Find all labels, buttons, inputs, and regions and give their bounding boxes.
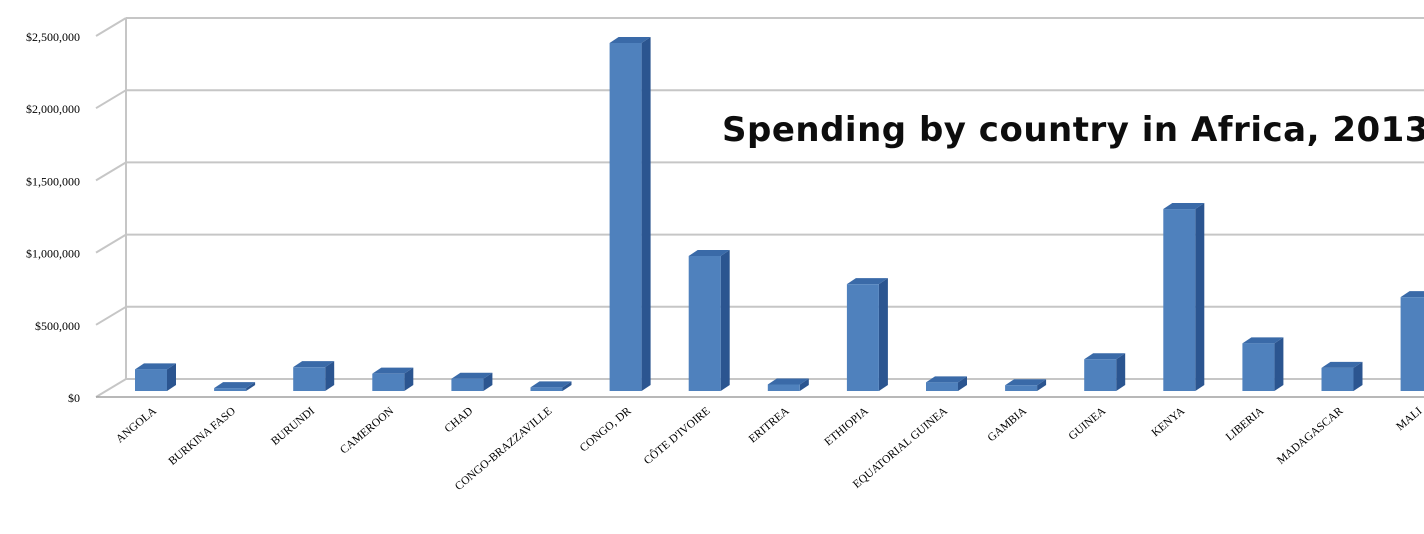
y-tick-label: $500,000 (35, 319, 80, 333)
bar (767, 384, 800, 391)
bar-side (958, 376, 967, 391)
bar-side (1195, 203, 1205, 391)
x-tick-label: ANGOLA (114, 405, 159, 446)
x-tick-label: ETHIOPIA (822, 405, 871, 449)
bar (609, 42, 642, 391)
bar (1005, 385, 1038, 391)
bar-side (1353, 361, 1363, 391)
bar-top (846, 278, 888, 285)
bar (1321, 367, 1354, 391)
bar (135, 369, 167, 391)
bar-top (767, 378, 809, 385)
bar (1400, 297, 1424, 391)
gridline-diagonal (95, 378, 127, 398)
bar-side (562, 381, 572, 391)
y-tick-label: $0 (68, 391, 80, 405)
bar-top (530, 381, 572, 388)
x-tick-label: CONGO, DR (578, 405, 634, 455)
x-tick-label: GAMBIA (986, 405, 1030, 445)
chart-title: Spending by country in Africa, 2013 (722, 110, 1424, 150)
bar-side (325, 361, 335, 391)
bar-top (451, 372, 493, 379)
bar-side (1116, 353, 1126, 391)
bar-top (688, 249, 730, 256)
bar-side (167, 363, 176, 391)
bar (1242, 343, 1275, 391)
bar-top (1163, 203, 1205, 210)
bar-top (293, 361, 335, 368)
bar-top (1400, 291, 1424, 298)
bar (530, 387, 563, 391)
bar-top (1242, 337, 1284, 344)
y-tick-label: $1,500,000 (26, 174, 80, 188)
y-tick-label: $2,000,000 (26, 102, 80, 116)
bar-side (404, 367, 414, 391)
bar (293, 367, 326, 391)
bar-top (135, 363, 176, 370)
bar-side (641, 36, 651, 391)
bar-top (372, 367, 414, 374)
x-tick-label: CHAD (443, 405, 476, 435)
bar-side (483, 372, 493, 391)
bar-top (926, 376, 967, 383)
x-tick-label: ERITREA (747, 405, 792, 446)
x-tick-label: MALI (1394, 405, 1424, 433)
x-tick-label: BURKINA FASO (167, 405, 238, 468)
bar-side (246, 382, 256, 391)
bar (214, 388, 247, 391)
x-tick-label: GUINEA (1067, 405, 1109, 443)
x-tick-label: LIBERIA (1224, 405, 1267, 444)
y-tick-label: $1,000,000 (26, 247, 80, 261)
gridline-diagonal (95, 17, 127, 37)
bar-side (799, 378, 809, 391)
x-tick-label: CÔTE D'IVOIRE (641, 404, 713, 468)
x-tick-label: KENYA (1150, 405, 1188, 440)
gridline-diagonal (95, 89, 127, 110)
y-tick-label: $2,500,000 (26, 30, 80, 44)
bar-top (1084, 353, 1126, 360)
bar (688, 255, 721, 391)
bar (1163, 209, 1196, 391)
gridline-diagonal (95, 161, 127, 182)
bar-top (1005, 379, 1047, 386)
bar (846, 284, 879, 391)
bar-side (1274, 337, 1284, 391)
bar (372, 373, 405, 391)
x-tick-label: BURUNDI (269, 405, 317, 448)
bar (451, 378, 484, 391)
bar-top (609, 36, 651, 43)
bar-top (1321, 361, 1363, 368)
gridline-diagonal (95, 233, 127, 254)
bar-side (720, 249, 730, 391)
bar-side (878, 278, 888, 391)
bar-top (214, 382, 256, 389)
x-tick-label: MADAGASCAR (1275, 405, 1346, 467)
bar (926, 382, 958, 391)
gridline-diagonal (95, 305, 127, 326)
bar-side (1037, 379, 1047, 391)
bar (1084, 359, 1117, 391)
x-tick-label: CAMEROON (338, 405, 397, 457)
